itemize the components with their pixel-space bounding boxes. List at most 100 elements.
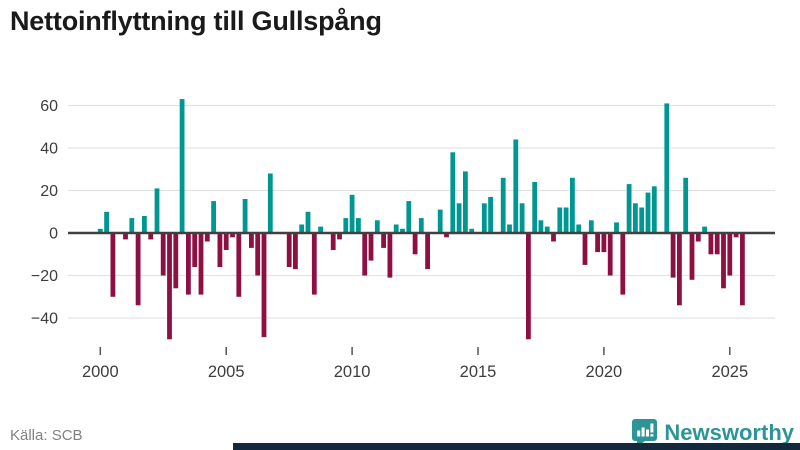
bar-2021-Q1	[626, 184, 632, 233]
bar-2017-Q2	[532, 182, 538, 233]
bar-2020-Q2	[607, 233, 613, 276]
bar-2017-Q1	[526, 233, 531, 340]
bar-2024-Q2	[708, 233, 714, 255]
bar-2019-Q4	[595, 233, 600, 253]
y-tick-label: −20	[31, 268, 58, 285]
bar-2007-Q4	[293, 233, 298, 270]
bar-2003-Q4	[192, 233, 198, 267]
x-tick-label: 2015	[460, 363, 497, 381]
bar-2020-Q4	[620, 233, 626, 295]
bar-2004-Q3	[211, 201, 216, 233]
bar-2002-Q3	[160, 233, 166, 276]
bar-2021-Q3	[639, 207, 645, 233]
bar-2012-Q3	[412, 233, 418, 255]
bar-2005-Q3	[236, 233, 242, 297]
bar-2008-Q3	[311, 233, 317, 295]
bar-2004-Q1	[198, 233, 204, 295]
bar-2011-Q4	[393, 224, 399, 233]
bar-2010-Q4	[368, 233, 374, 261]
bar-2001-Q2	[129, 218, 135, 233]
gridlines	[68, 104, 775, 319]
y-tick-label: 20	[40, 183, 58, 200]
bar-2022-Q4	[670, 233, 676, 278]
bar-2014-Q3	[463, 171, 468, 233]
x-tick-label: 2020	[586, 363, 623, 381]
bar-2021-Q2	[633, 203, 638, 234]
bar-2006-Q2	[255, 233, 261, 276]
bar-2016-Q1	[500, 177, 506, 234]
bar-2025-Q3	[740, 233, 745, 306]
bar-2002-Q4	[167, 233, 172, 340]
y-tick-label: 40	[40, 141, 58, 158]
bar-2015-Q2	[481, 203, 487, 234]
bar-2019-Q3	[588, 220, 594, 234]
bar-2011-Q3	[387, 233, 393, 278]
bar-2010-Q1	[349, 194, 355, 234]
y-tick-label: 0	[49, 226, 58, 243]
bar-2009-Q3	[337, 233, 342, 240]
chart-title: Nettoinflyttning till Gullspång	[10, 6, 382, 36]
bar-2001-Q1	[123, 233, 128, 240]
bar-2018-Q4	[570, 177, 575, 234]
bar-2000-Q2	[104, 211, 109, 234]
newsworthy-logo-text: Newsworthy	[664, 419, 794, 445]
bar-2014-Q1	[450, 152, 456, 234]
bar-2009-Q4	[343, 218, 349, 233]
bar-2005-Q2	[230, 233, 235, 238]
bar-2000-Q3	[110, 233, 116, 297]
x-tick-label: 2025	[711, 363, 748, 381]
bar-2020-Q3	[614, 222, 619, 233]
x-tick-label: 2005	[208, 363, 245, 381]
bar-2025-Q1	[727, 233, 733, 276]
bar-2000-Q1	[97, 228, 103, 234]
bar-2009-Q2	[330, 233, 336, 250]
bar-2023-Q3	[689, 233, 695, 280]
bar-2002-Q1	[148, 233, 154, 240]
bar-2006-Q1	[249, 233, 254, 248]
bar-2012-Q4	[418, 218, 424, 233]
bar-2012-Q2	[406, 201, 412, 233]
bar-2007-Q3	[286, 233, 292, 267]
bar-2005-Q1	[223, 233, 229, 250]
source-label: Källa: SCB	[10, 427, 83, 444]
bar-2016-Q3	[513, 139, 519, 233]
bar-2003-Q2	[179, 99, 185, 233]
bar-2016-Q4	[519, 203, 525, 234]
y-tick-label: 60	[40, 98, 58, 115]
bar-2016-Q2	[507, 224, 512, 233]
bar-2023-Q2	[683, 177, 689, 234]
bar-2013-Q4	[444, 233, 449, 238]
bar-2019-Q2	[582, 233, 588, 265]
bar-2024-Q4	[721, 233, 726, 289]
x-tick-label: 2000	[82, 363, 119, 381]
bar-2013-Q1	[425, 233, 430, 270]
bar-2005-Q4	[242, 199, 248, 233]
bar-2023-Q1	[677, 233, 682, 306]
bottom-accent-bar	[233, 443, 800, 450]
bar-2018-Q3	[563, 207, 569, 233]
bar-2006-Q4	[267, 173, 273, 233]
bar-2020-Q1	[601, 233, 607, 253]
newsworthy-logo-icon	[632, 419, 658, 447]
bar-2014-Q2	[456, 203, 462, 234]
bar-2017-Q4	[544, 226, 550, 233]
bar-2023-Q4	[695, 233, 701, 242]
bar-2003-Q3	[186, 233, 191, 295]
bar-2022-Q1	[651, 186, 657, 234]
bar-2024-Q3	[714, 233, 720, 255]
bar-2017-Q3	[538, 220, 544, 234]
bar-2008-Q1	[299, 224, 305, 233]
bar-2024-Q1	[702, 226, 707, 233]
bar-2004-Q2	[204, 233, 210, 242]
x-tick-label: 2010	[334, 363, 371, 381]
bar-2021-Q4	[645, 192, 651, 233]
bar-2019-Q1	[576, 224, 582, 233]
newsworthy-logo[interactable]: Newsworthy	[631, 418, 794, 447]
bar-2002-Q2	[154, 188, 160, 233]
bar-2018-Q1	[551, 233, 556, 242]
bar-2025-Q2	[733, 233, 739, 238]
bar-2001-Q3	[135, 233, 141, 306]
bar-2001-Q4	[142, 216, 147, 233]
bar-2015-Q3	[488, 196, 493, 233]
